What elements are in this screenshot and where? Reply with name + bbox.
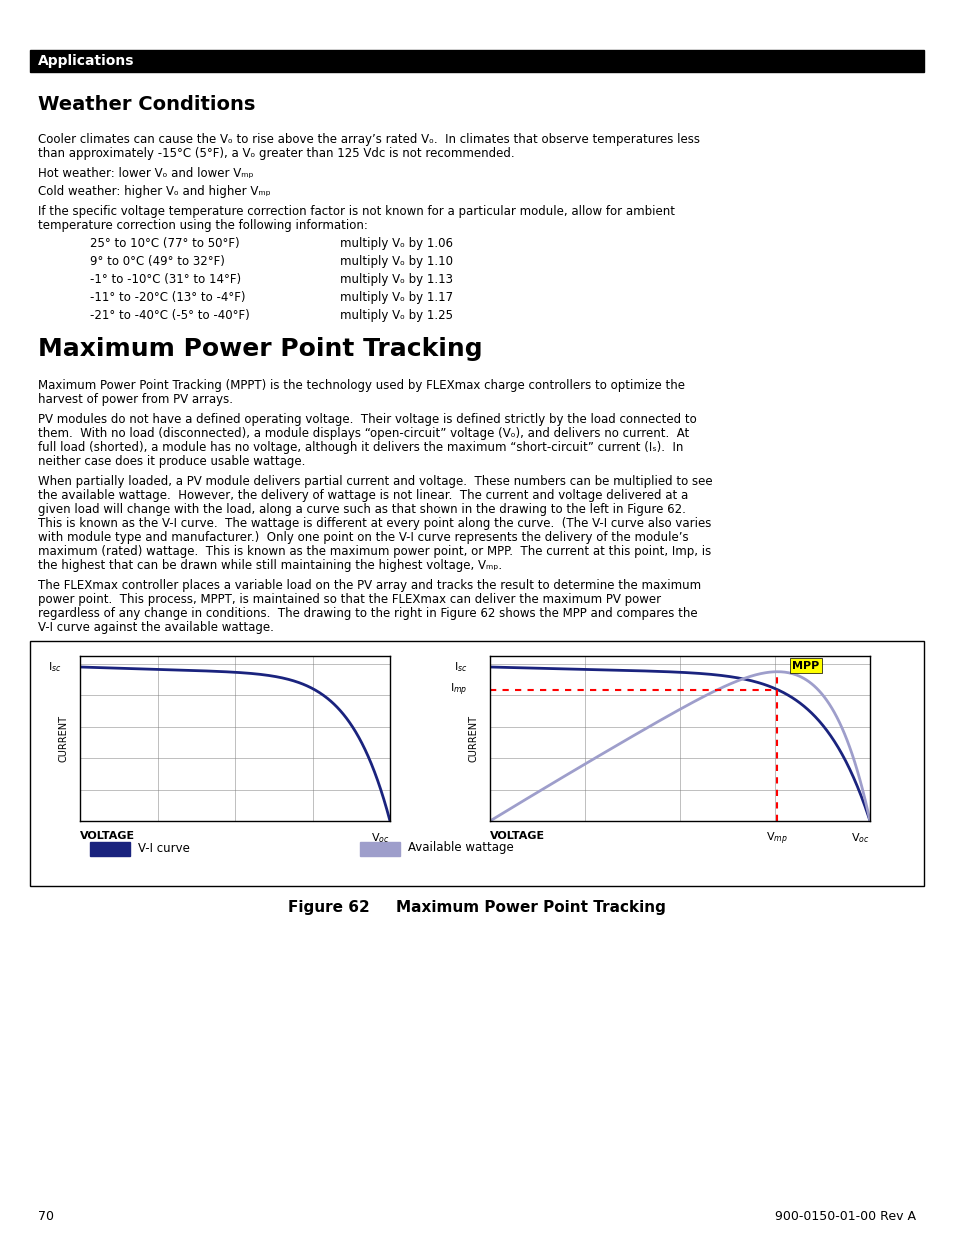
Text: VOLTAGE: VOLTAGE — [80, 831, 135, 841]
Text: Maximum Power Point Tracking: Maximum Power Point Tracking — [38, 337, 482, 361]
Bar — [90, 842, 130, 856]
Text: This is known as the V-I curve.  The wattage is different at every point along t: This is known as the V-I curve. The watt… — [38, 517, 711, 530]
Text: Available wattage: Available wattage — [408, 841, 514, 855]
Bar — [30, 49, 923, 72]
Bar — [359, 842, 399, 856]
Text: than approximately -15°C (5°F), a Vₒ⁣ greater than 125 Vdc is not recommended.: than approximately -15°C (5°F), a Vₒ⁣ gr… — [38, 147, 514, 161]
Text: multiply Vₒ⁣ by 1.17: multiply Vₒ⁣ by 1.17 — [339, 291, 453, 304]
Bar — [30, 641, 923, 885]
Text: V$_{oc}$: V$_{oc}$ — [371, 831, 390, 845]
Text: -1° to -10°C (31° to 14°F): -1° to -10°C (31° to 14°F) — [90, 273, 241, 287]
Text: I$_{mp}$: I$_{mp}$ — [449, 682, 467, 698]
Text: maximum (rated) wattage.  This is known as the maximum power point, or MPP.  The: maximum (rated) wattage. This is known a… — [38, 545, 711, 558]
Text: -21° to -40°C (-5° to -40°F): -21° to -40°C (-5° to -40°F) — [90, 309, 250, 322]
Text: -11° to -20°C (13° to -4°F): -11° to -20°C (13° to -4°F) — [90, 291, 245, 304]
Text: Maximum Power Point Tracking (MPPT) is the technology used by FLEXmax charge con: Maximum Power Point Tracking (MPPT) is t… — [38, 379, 684, 391]
Text: multiply Vₒ⁣ by 1.10: multiply Vₒ⁣ by 1.10 — [339, 254, 453, 268]
Text: regardless of any change in conditions.  The drawing to the right in Figure 62 s: regardless of any change in conditions. … — [38, 606, 697, 620]
Text: the available wattage.  However, the delivery of wattage is not linear.  The cur: the available wattage. However, the deli… — [38, 489, 687, 501]
Text: power point.  This process, MPPT, is maintained so that the FLEXmax can deliver : power point. This process, MPPT, is main… — [38, 593, 660, 606]
Text: Figure 62     Maximum Power Point Tracking: Figure 62 Maximum Power Point Tracking — [288, 900, 665, 915]
Text: I$_{sc}$: I$_{sc}$ — [48, 661, 61, 674]
Text: VOLTAGE: VOLTAGE — [490, 831, 544, 841]
Text: CURRENT: CURRENT — [59, 715, 69, 762]
Text: Applications: Applications — [38, 54, 134, 68]
Text: full load (shorted), a module has no voltage, although it delivers the maximum “: full load (shorted), a module has no vol… — [38, 441, 682, 454]
Text: harvest of power from PV arrays.: harvest of power from PV arrays. — [38, 393, 233, 406]
Text: If the specific voltage temperature correction factor is not known for a particu: If the specific voltage temperature corr… — [38, 205, 675, 219]
Text: The FLEXmax controller places a variable load on the PV array and tracks the res: The FLEXmax controller places a variable… — [38, 579, 700, 592]
Text: V$_{mp}$: V$_{mp}$ — [765, 830, 787, 847]
Text: neither case does it produce usable wattage.: neither case does it produce usable watt… — [38, 454, 305, 468]
Text: given load will change with the load, along a curve such as that shown in the dr: given load will change with the load, al… — [38, 503, 685, 516]
Text: Cold weather: higher Vₒ⁣ and higher Vₘₚ: Cold weather: higher Vₒ⁣ and higher Vₘₚ — [38, 185, 271, 198]
Text: multiply Vₒ⁣ by 1.13: multiply Vₒ⁣ by 1.13 — [339, 273, 453, 287]
Text: I$_{sc}$: I$_{sc}$ — [453, 661, 467, 674]
Text: CURRENT: CURRENT — [469, 715, 478, 762]
Text: Hot weather: lower Vₒ⁣ and lower Vₘₚ: Hot weather: lower Vₒ⁣ and lower Vₘₚ — [38, 167, 253, 180]
Text: temperature correction using the following information:: temperature correction using the followi… — [38, 219, 368, 232]
Text: 70: 70 — [38, 1210, 54, 1223]
Text: 900-0150-01-00 Rev A: 900-0150-01-00 Rev A — [774, 1210, 915, 1223]
Text: 9° to 0°C (49° to 32°F): 9° to 0°C (49° to 32°F) — [90, 254, 225, 268]
Text: 25° to 10°C (77° to 50°F): 25° to 10°C (77° to 50°F) — [90, 237, 239, 249]
Text: the highest that can be drawn while still maintaining the highest voltage, Vₘₚ.: the highest that can be drawn while stil… — [38, 559, 501, 572]
Text: V$_{oc}$: V$_{oc}$ — [850, 831, 869, 845]
Text: multiply Vₒ⁣ by 1.06: multiply Vₒ⁣ by 1.06 — [339, 237, 453, 249]
Text: PV modules do not have a defined operating voltage.  Their voltage is defined st: PV modules do not have a defined operati… — [38, 412, 696, 426]
Text: Weather Conditions: Weather Conditions — [38, 95, 255, 114]
Text: V-I curve: V-I curve — [138, 841, 190, 855]
Text: multiply Vₒ⁣ by 1.25: multiply Vₒ⁣ by 1.25 — [339, 309, 453, 322]
Text: with module type and manufacturer.)  Only one point on the V-I curve represents : with module type and manufacturer.) Only… — [38, 531, 688, 543]
Text: MPP: MPP — [792, 661, 819, 671]
Text: When partially loaded, a PV module delivers partial current and voltage.  These : When partially loaded, a PV module deliv… — [38, 475, 712, 488]
Text: Cooler climates can cause the Vₒ⁣ to rise above the array’s rated Vₒ⁣.  In clima: Cooler climates can cause the Vₒ⁣ to ris… — [38, 133, 700, 146]
Text: them.  With no load (disconnected), a module displays “open-circuit” voltage (Vₒ: them. With no load (disconnected), a mod… — [38, 427, 688, 440]
Text: V-I curve against the available wattage.: V-I curve against the available wattage. — [38, 621, 274, 634]
